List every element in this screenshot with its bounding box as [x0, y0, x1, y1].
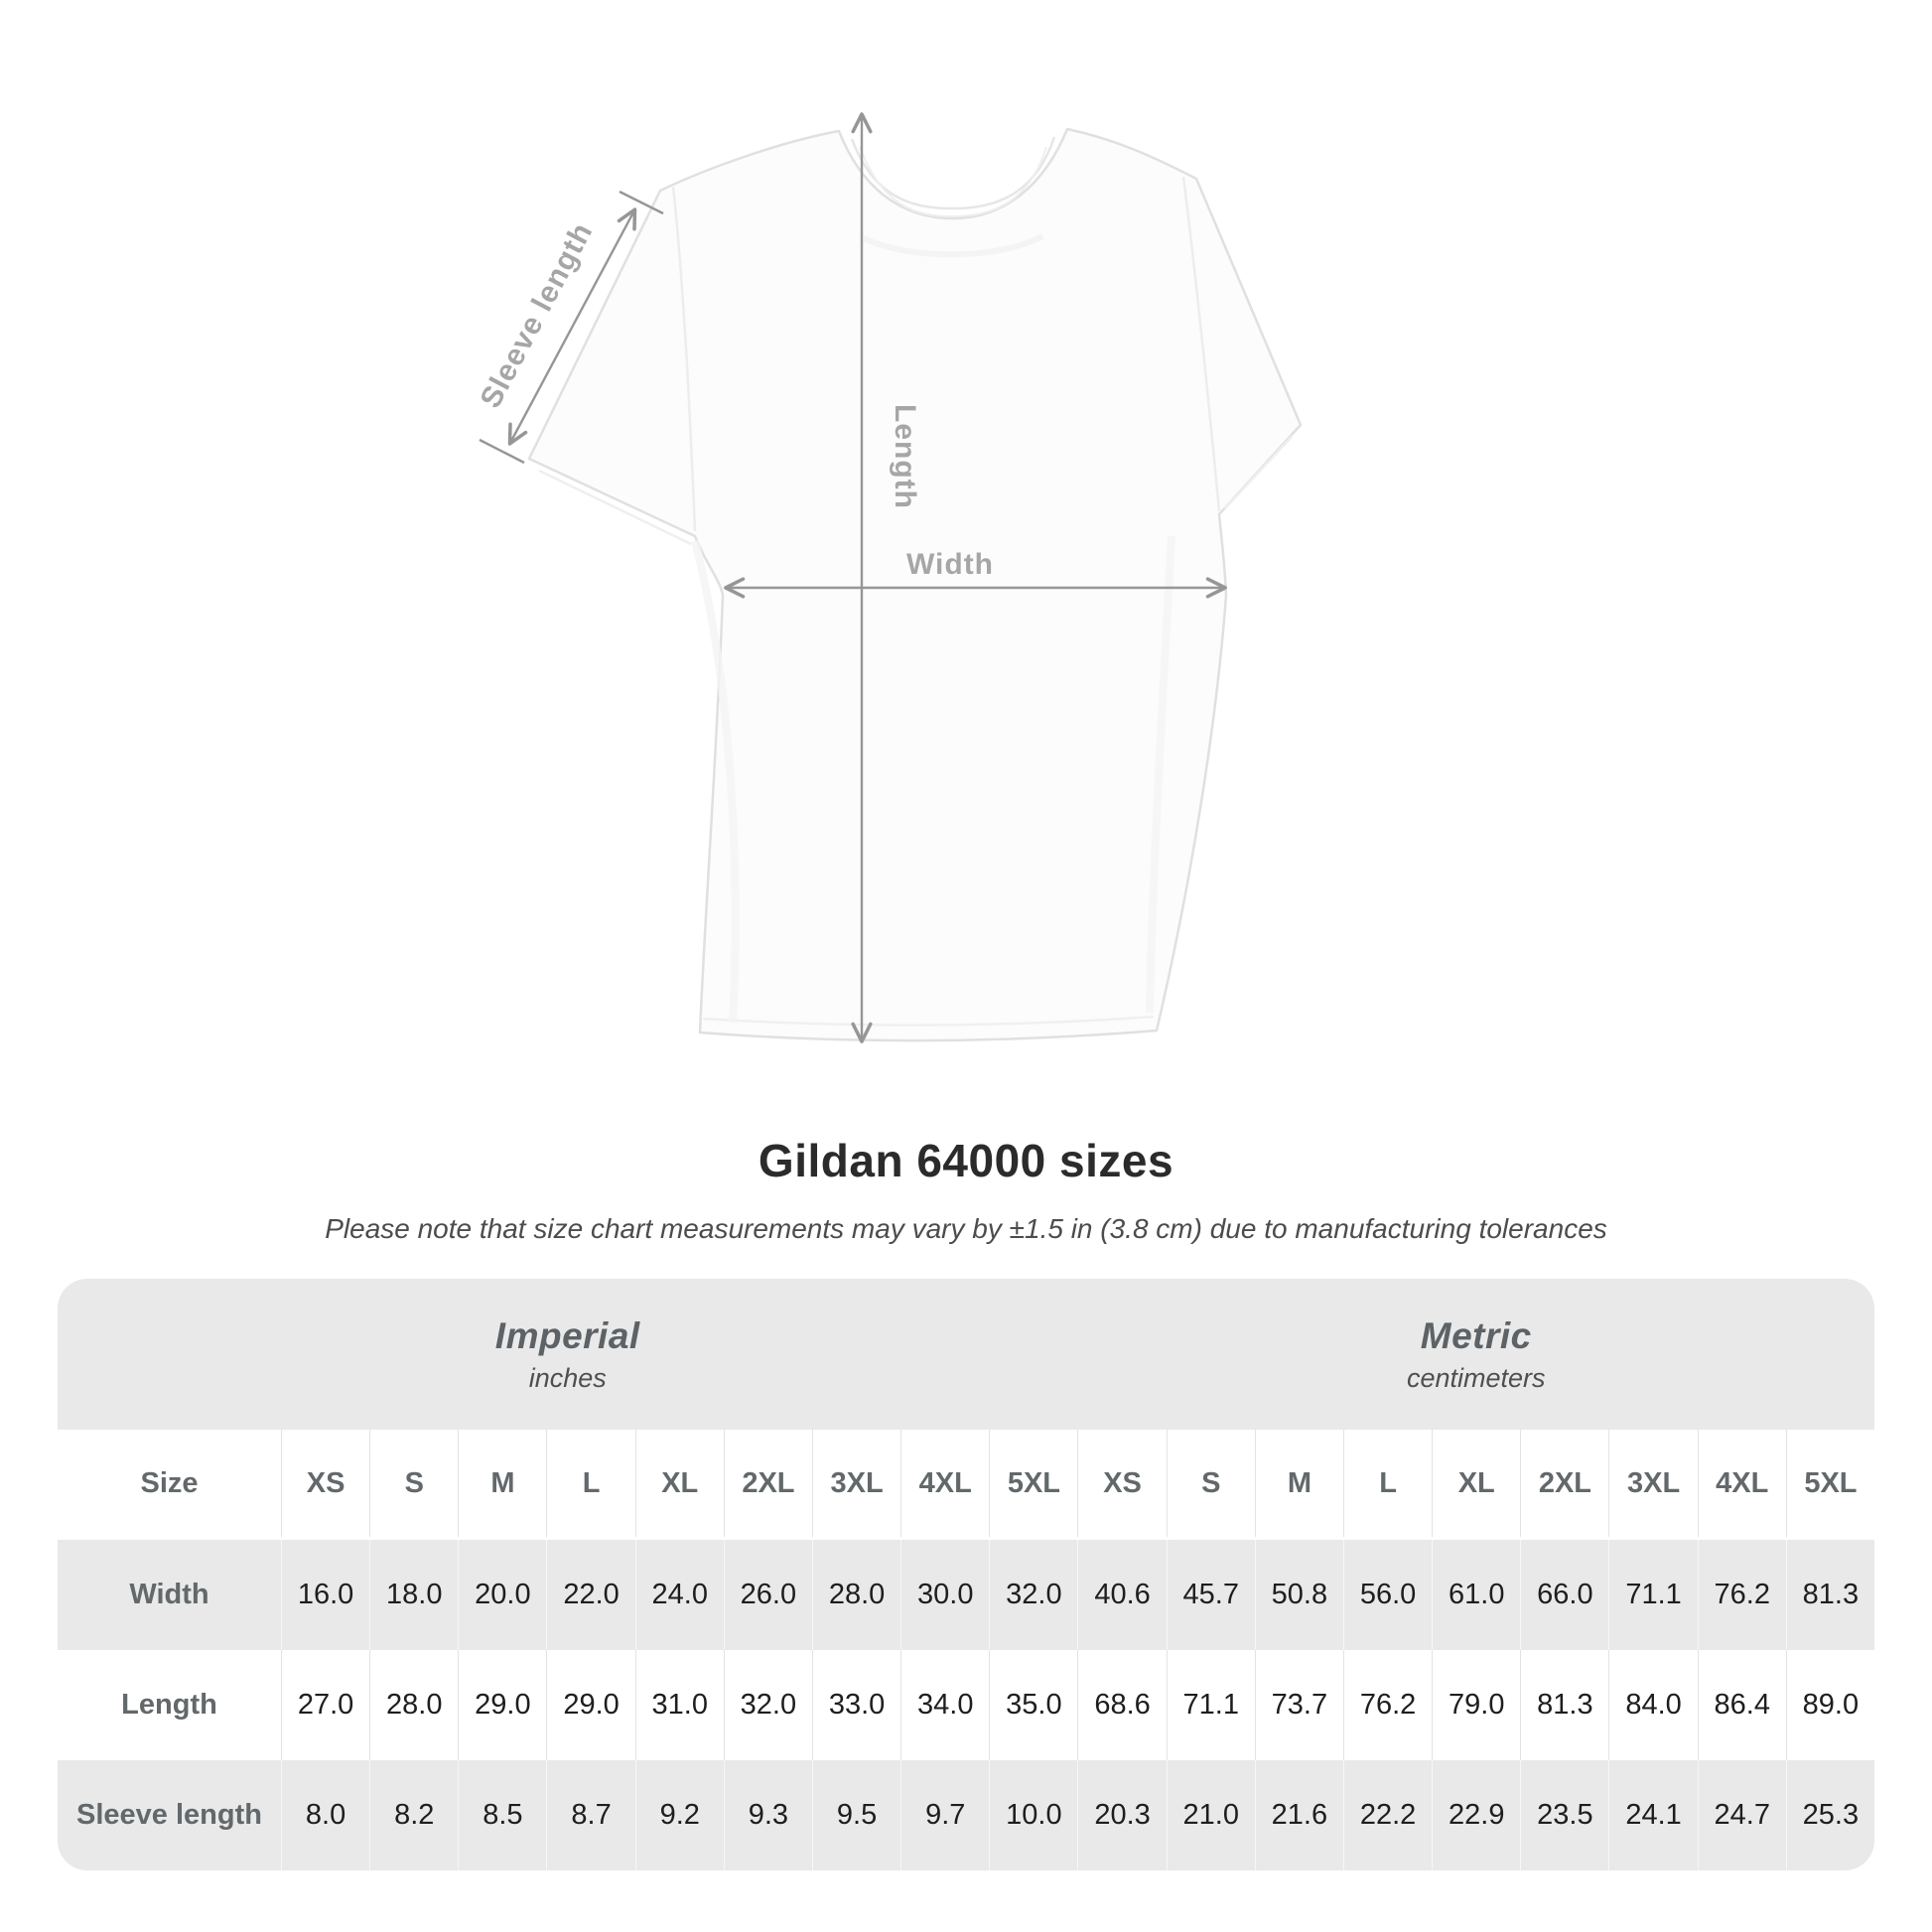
measurement-value-imperial: 8.7 — [546, 1760, 635, 1870]
measurement-value-metric: 22.9 — [1432, 1760, 1521, 1870]
imperial-header-unit: inches — [528, 1362, 607, 1393]
measurement-value-metric: 61.0 — [1432, 1540, 1521, 1650]
page-title: Gildan 64000 sizes — [758, 1135, 1174, 1186]
measurement-value-metric: 50.8 — [1254, 1540, 1343, 1650]
measurement-value-metric: 24.7 — [1697, 1760, 1786, 1870]
measurement-value-metric: 81.3 — [1520, 1650, 1609, 1760]
size-column-header-imperial: XL — [634, 1430, 724, 1537]
size-column-header-metric: L — [1342, 1430, 1433, 1537]
size-column-header-imperial: M — [458, 1430, 547, 1537]
measurement-value-metric: 22.2 — [1342, 1760, 1433, 1870]
size-column-header-metric: XS — [1077, 1430, 1167, 1537]
size-column-header-imperial: 5XL — [989, 1430, 1078, 1537]
size-column-header-metric: 3XL — [1608, 1430, 1698, 1537]
measurement-value-metric: 45.7 — [1166, 1540, 1255, 1650]
measurement-value-imperial: 8.2 — [369, 1760, 459, 1870]
size-column-header-metric: 4XL — [1697, 1430, 1786, 1537]
size-table: Imperial inches Metric centimeters Size X… — [58, 1279, 1874, 1870]
measurement-value-metric: 20.3 — [1077, 1760, 1167, 1870]
measurement-value-metric: 73.7 — [1254, 1650, 1343, 1760]
size-column-header-metric: XL — [1432, 1430, 1521, 1537]
metric-header-label: Metric — [1420, 1314, 1532, 1356]
measurement-value-metric: 81.3 — [1785, 1540, 1874, 1650]
measurement-value-metric: 86.4 — [1697, 1650, 1786, 1760]
measurement-value-imperial: 29.0 — [546, 1650, 635, 1760]
size-column-header-imperial: XS — [281, 1430, 370, 1537]
measurement-value-imperial: 24.0 — [634, 1540, 724, 1650]
tshirt-image — [527, 127, 1303, 1042]
row-label: Length — [58, 1650, 281, 1760]
measurement-value-imperial: 29.0 — [458, 1650, 547, 1760]
measurement-value-imperial: 18.0 — [369, 1540, 459, 1650]
metric-header-unit: centimeters — [1406, 1362, 1546, 1393]
measurement-value-metric: 84.0 — [1608, 1650, 1698, 1760]
measurement-value-metric: 21.0 — [1166, 1760, 1255, 1870]
measurement-value-metric: 89.0 — [1785, 1650, 1874, 1760]
measurement-value-metric: 21.6 — [1254, 1760, 1343, 1870]
width-label: Width — [906, 548, 994, 581]
measurement-value-imperial: 32.0 — [723, 1650, 812, 1760]
measurement-value-imperial: 22.0 — [546, 1540, 635, 1650]
measurement-value-metric: 79.0 — [1432, 1650, 1521, 1760]
measurement-value-imperial: 10.0 — [989, 1760, 1078, 1870]
measurement-value-imperial: 27.0 — [281, 1650, 370, 1760]
measurement-value-imperial: 28.0 — [369, 1650, 459, 1760]
size-column-header-metric: S — [1166, 1430, 1255, 1537]
imperial-header: Imperial inches — [58, 1279, 1078, 1430]
measurement-value-imperial: 28.0 — [811, 1540, 901, 1650]
measurement-value-imperial: 9.2 — [634, 1760, 724, 1870]
measurement-value-imperial: 34.0 — [900, 1650, 990, 1760]
measurement-value-metric: 76.2 — [1697, 1540, 1786, 1650]
size-column-header-imperial: 3XL — [811, 1430, 901, 1537]
measurement-value-metric: 66.0 — [1520, 1540, 1609, 1650]
size-column-header-imperial: L — [546, 1430, 635, 1537]
measurement-value-imperial: 20.0 — [458, 1540, 547, 1650]
measurement-value-imperial: 31.0 — [634, 1650, 724, 1760]
size-table-grid: Size XS S M L XL 2XL 3XL 4XL 5XL XS S M L XL 2XL 3XL 4XL 5… — [58, 1430, 1874, 1870]
measurement-value-metric: 76.2 — [1342, 1650, 1433, 1760]
measurement-value-imperial: 9.7 — [900, 1760, 990, 1870]
measurement-value-metric: 71.1 — [1608, 1540, 1698, 1650]
measurement-value-imperial: 9.5 — [811, 1760, 901, 1870]
imperial-header-label: Imperial — [494, 1314, 640, 1356]
size-column-header-imperial: 2XL — [723, 1430, 812, 1537]
measurement-value-imperial: 9.3 — [723, 1760, 812, 1870]
length-label: Length — [889, 404, 921, 509]
size-corner-header: Size — [58, 1430, 281, 1537]
measurement-value-metric: 56.0 — [1342, 1540, 1433, 1650]
measurement-value-imperial: 35.0 — [989, 1650, 1078, 1760]
measurement-value-metric: 68.6 — [1077, 1650, 1167, 1760]
tshirt-size-diagram: Length Width Sleeve length — [475, 112, 1303, 1043]
measurement-value-imperial: 30.0 — [900, 1540, 990, 1650]
size-column-header-imperial: S — [369, 1430, 459, 1537]
metric-header: Metric centimeters — [1078, 1279, 1875, 1430]
measurement-value-imperial: 26.0 — [723, 1540, 812, 1650]
measurement-value-metric: 40.6 — [1077, 1540, 1167, 1650]
measurement-value-imperial: 8.5 — [458, 1760, 547, 1870]
measurement-value-metric: 25.3 — [1785, 1760, 1874, 1870]
size-column-header-metric: 5XL — [1785, 1430, 1874, 1537]
measurement-value-metric: 24.1 — [1608, 1760, 1698, 1870]
row-label: Sleeve length — [58, 1760, 281, 1870]
measurement-value-metric: 23.5 — [1520, 1760, 1609, 1870]
row-label: Width — [58, 1540, 281, 1650]
measurement-value-metric: 71.1 — [1166, 1650, 1255, 1760]
measurement-value-imperial: 32.0 — [989, 1540, 1078, 1650]
sleeve-length-dimension-arrow — [479, 190, 664, 465]
unit-header-band: Imperial inches Metric centimeters — [58, 1279, 1874, 1430]
measurement-value-imperial: 33.0 — [811, 1650, 901, 1760]
measurement-value-imperial: 16.0 — [281, 1540, 370, 1650]
measurement-value-imperial: 8.0 — [281, 1760, 370, 1870]
size-column-header-metric: M — [1254, 1430, 1343, 1537]
size-column-header-metric: 2XL — [1520, 1430, 1609, 1537]
tolerance-note: Please note that size chart measurements… — [325, 1213, 1607, 1244]
size-column-header-imperial: 4XL — [900, 1430, 990, 1537]
